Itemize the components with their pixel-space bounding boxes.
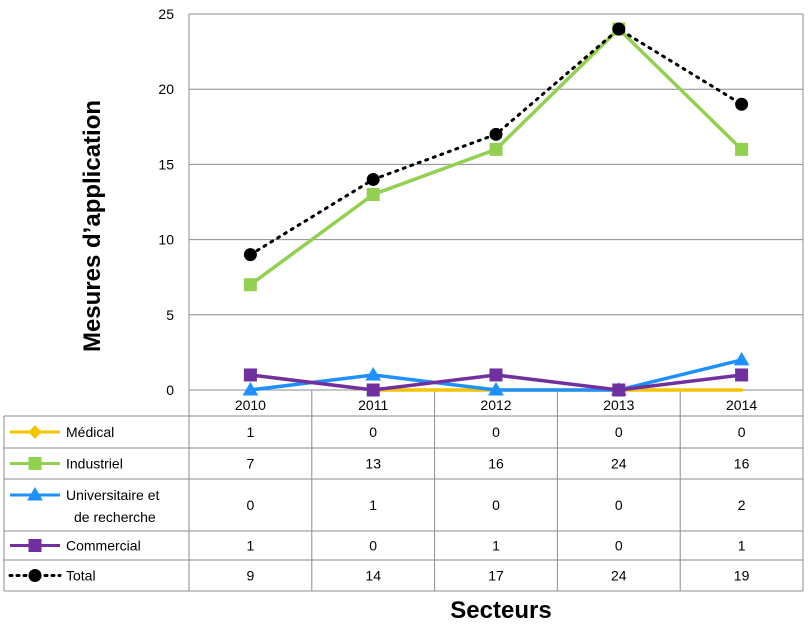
table-row-universitaire-et-de-recherche: Universitaire et de recherche 0 1 0 0 2: [10, 487, 746, 525]
series-lines: [242, 22, 750, 397]
x-axis-title: Secteurs: [450, 597, 551, 624]
data-point-triangle: [365, 366, 382, 381]
table-cell: 1: [738, 538, 746, 554]
table-cell: 0: [615, 497, 623, 513]
table-cell: 14: [365, 568, 381, 584]
legend-label-industriel: Industriel: [66, 456, 123, 472]
table-cell: 24: [611, 456, 627, 472]
legend-key-total: [8, 569, 62, 582]
data-point-square: [489, 142, 503, 156]
table-cell: 0: [738, 424, 746, 440]
table-cell: 1: [247, 538, 255, 554]
table-cell: 19: [734, 568, 750, 584]
table-cell: 0: [369, 538, 377, 554]
data-point-square: [28, 457, 42, 470]
y-tick-label: 0: [166, 382, 174, 398]
data-point-square: [489, 368, 503, 382]
data-point-square: [243, 368, 257, 382]
table-cell: 0: [492, 424, 500, 440]
y-axis-title: Mesures d’application: [79, 100, 106, 352]
table-cell: 0: [492, 497, 500, 513]
table-cell: 17: [488, 568, 504, 584]
data-point-circle: [243, 248, 257, 262]
x-tick-label: 2010: [235, 397, 266, 413]
table-cell: 9: [247, 568, 255, 584]
x-tick-label: 2014: [726, 397, 757, 413]
legend-key-commercial: [10, 539, 60, 552]
x-tick-label: 2013: [603, 397, 634, 413]
table-cell: 0: [615, 538, 623, 554]
y-tick-label: 25: [158, 6, 174, 22]
table-cell: 1: [247, 424, 255, 440]
y-tick-label: 5: [166, 307, 174, 323]
table-row-total: Total 9 14 17 24 19: [8, 568, 750, 584]
y-tick-label: 15: [158, 156, 174, 172]
legend-label-universitaire-et-de-recherche: Universitaire et de recherche: [66, 487, 159, 525]
data-point-triangle: [242, 382, 259, 396]
data-point-square: [735, 368, 749, 382]
legend-label-medical: Médical: [66, 424, 114, 440]
legend-label-commercial: Commercial: [66, 538, 141, 554]
table-cell: 0: [615, 424, 623, 440]
data-point-circle: [28, 569, 42, 582]
gridlines: [188, 13, 804, 390]
data-point-circle: [735, 97, 749, 111]
table-cell: 0: [369, 424, 377, 440]
y-axis-tick-labels: 0 5 10 15 20 25: [158, 6, 174, 398]
table-cell: 24: [611, 568, 627, 584]
data-point-circle: [489, 127, 503, 141]
table-cell: 1: [369, 497, 377, 513]
series-line: [248, 27, 744, 287]
table-row-industriel: Industriel 7 13 16 24 16: [10, 456, 750, 472]
series-universitaire-et-de-recherche: [242, 351, 750, 396]
data-point-triangle: [27, 487, 43, 501]
table-cell: 7: [247, 456, 255, 472]
data-point-circle: [612, 22, 626, 36]
data-point-circle: [366, 172, 380, 186]
data-point-square: [366, 187, 380, 201]
table-cell: 16: [488, 456, 504, 472]
data-point-triangle: [733, 351, 750, 366]
table-cell: 13: [365, 456, 381, 472]
data-point-diamond: [28, 425, 42, 439]
y-tick-label: 10: [158, 232, 174, 248]
data-point-square: [366, 383, 380, 397]
table-cell: 16: [734, 456, 750, 472]
x-tick-label: 2012: [480, 397, 511, 413]
series-commercial: [243, 368, 749, 397]
data-point-square: [28, 539, 42, 552]
table-cell: 0: [247, 497, 255, 513]
table-row-commercial: Commercial 1 0 1 0 1: [10, 538, 746, 554]
table-cell: 2: [738, 497, 746, 513]
data-point-triangle: [488, 382, 504, 396]
series-line: [248, 27, 744, 257]
data-point-square: [612, 383, 626, 397]
data-point-square: [243, 278, 257, 292]
x-tick-label: 2011: [358, 397, 388, 413]
legend-key-industriel: [10, 457, 60, 470]
legend-key-universitaire-et-de-recherche: [10, 487, 60, 501]
series-industriel: [243, 22, 749, 292]
data-point-square: [735, 142, 749, 156]
table-cell: 1: [492, 538, 500, 554]
y-tick-label: 20: [158, 81, 174, 97]
table-row-medical: Médical 1 0 0 0 0: [10, 424, 746, 440]
series-total: [243, 22, 749, 262]
legend-key-medical: [10, 425, 60, 439]
legend-label-total: Total: [66, 568, 96, 584]
